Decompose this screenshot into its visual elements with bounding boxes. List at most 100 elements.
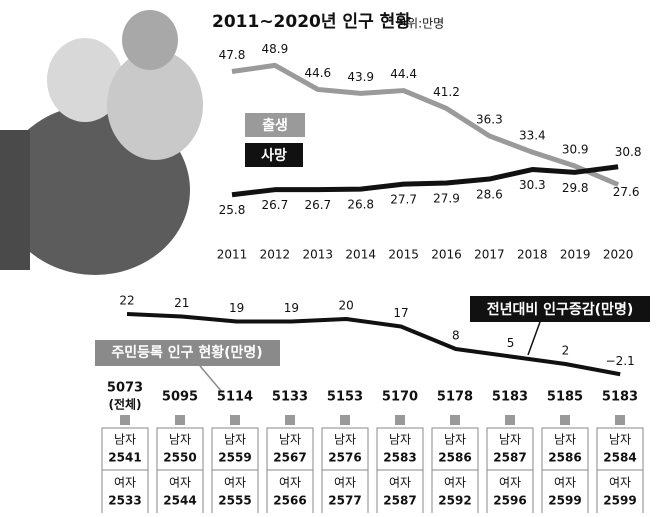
female-value: 2544	[163, 494, 196, 508]
data-label: 44.4	[390, 67, 417, 81]
x-tick-label: 2015	[388, 248, 419, 262]
legend-label: 사망	[261, 147, 287, 164]
cell-box	[266, 427, 314, 517]
data-label: 20	[339, 299, 354, 313]
total-value: 5114	[217, 390, 253, 405]
marker-square	[175, 415, 185, 425]
data-label: 25.8	[219, 203, 246, 217]
data-label: 27.7	[390, 193, 417, 207]
data-label: 21	[174, 296, 189, 310]
data-label: 17	[393, 306, 408, 320]
data-label: 26.7	[304, 198, 331, 212]
total-note: (전체)	[108, 397, 141, 412]
change-title: 전년대비 인구증감(만명)	[487, 301, 633, 318]
data-label: 43.9	[347, 70, 374, 84]
marker-square	[450, 415, 460, 425]
total-value: 5183	[602, 390, 638, 405]
total-value: 5170	[382, 390, 418, 405]
female-label: 여자	[114, 476, 136, 490]
male-label: 남자	[224, 433, 246, 447]
series-line	[231, 62, 620, 187]
total-value: 5073	[107, 381, 143, 396]
data-label: 30.3	[519, 178, 546, 192]
female-value: 2599	[603, 494, 636, 508]
cell-box	[431, 427, 479, 517]
cell-box	[101, 427, 149, 517]
male-value: 2583	[383, 451, 416, 465]
total-value: 5183	[492, 390, 528, 405]
series-line	[231, 164, 619, 198]
x-tick-label: 2014	[345, 248, 376, 262]
x-tick-label: 2018	[517, 248, 548, 262]
female-value: 2592	[438, 494, 471, 508]
cell-box	[486, 427, 534, 517]
data-label: 5	[507, 336, 515, 350]
total-value: 5153	[327, 390, 363, 405]
legend-label: 출생	[262, 117, 288, 134]
male-value: 2576	[328, 451, 361, 465]
legend-box	[245, 143, 303, 167]
male-label: 남자	[499, 433, 521, 447]
total-value: 5178	[437, 390, 473, 405]
photo	[0, 10, 203, 275]
cell-box	[541, 427, 589, 517]
male-label: 남자	[389, 433, 411, 447]
data-label: 28.6	[476, 188, 503, 202]
male-value: 2559	[218, 451, 251, 465]
data-label: 30.8	[615, 145, 642, 159]
female-label: 여자	[554, 476, 576, 490]
data-label: 36.3	[476, 112, 503, 126]
x-tick-label: 2017	[474, 248, 505, 262]
marker-square	[120, 415, 130, 425]
marker-square	[340, 415, 350, 425]
female-value: 2555	[218, 494, 251, 508]
data-label: 26.8	[347, 198, 374, 212]
male-value: 2584	[603, 451, 636, 465]
marker-square	[505, 415, 515, 425]
cell-box	[156, 427, 204, 517]
female-label: 여자	[279, 476, 301, 490]
callout-line	[527, 321, 541, 356]
data-label: 41.2	[433, 85, 460, 99]
x-tick-label: 2013	[303, 248, 334, 262]
data-label: 44.6	[304, 66, 331, 80]
male-label: 남자	[279, 433, 301, 447]
marker-square	[285, 415, 295, 425]
chart-title: 2011~2020년 인구 현황	[212, 12, 411, 32]
data-label: 30.9	[562, 143, 589, 157]
change-title-box	[470, 296, 650, 322]
data-label: 19	[229, 301, 244, 315]
female-label: 여자	[444, 476, 466, 490]
data-label: 27.9	[433, 191, 460, 205]
data-label: 26.7	[262, 198, 289, 212]
marker-square	[560, 415, 570, 425]
female-value: 2577	[328, 494, 361, 508]
x-tick-label: 2019	[560, 248, 591, 262]
legend-box	[245, 113, 305, 137]
x-tick-label: 2011	[217, 248, 248, 262]
male-value: 2550	[163, 451, 196, 465]
data-label: 29.8	[562, 181, 589, 195]
data-label: 2	[562, 344, 570, 358]
female-label: 여자	[389, 476, 411, 490]
male-value: 2541	[108, 451, 141, 465]
data-label: 8	[452, 329, 460, 343]
female-value: 2599	[548, 494, 581, 508]
female-label: 여자	[334, 476, 356, 490]
female-label: 여자	[499, 476, 521, 490]
male-label: 남자	[114, 433, 136, 447]
male-value: 2586	[438, 451, 471, 465]
table-title: 주민등록 인구 현황(만명)	[111, 344, 262, 361]
female-label: 여자	[609, 476, 631, 490]
x-tick-label: 2020	[603, 248, 634, 262]
cell-box	[321, 427, 369, 517]
data-label: −2.1	[606, 354, 635, 368]
cell-box	[211, 427, 259, 517]
female-value: 2533	[108, 494, 141, 508]
female-value: 2596	[493, 494, 526, 508]
cell-box	[376, 427, 424, 517]
marker-square	[395, 415, 405, 425]
callout-line	[199, 365, 223, 393]
female-value: 2566	[273, 494, 306, 508]
